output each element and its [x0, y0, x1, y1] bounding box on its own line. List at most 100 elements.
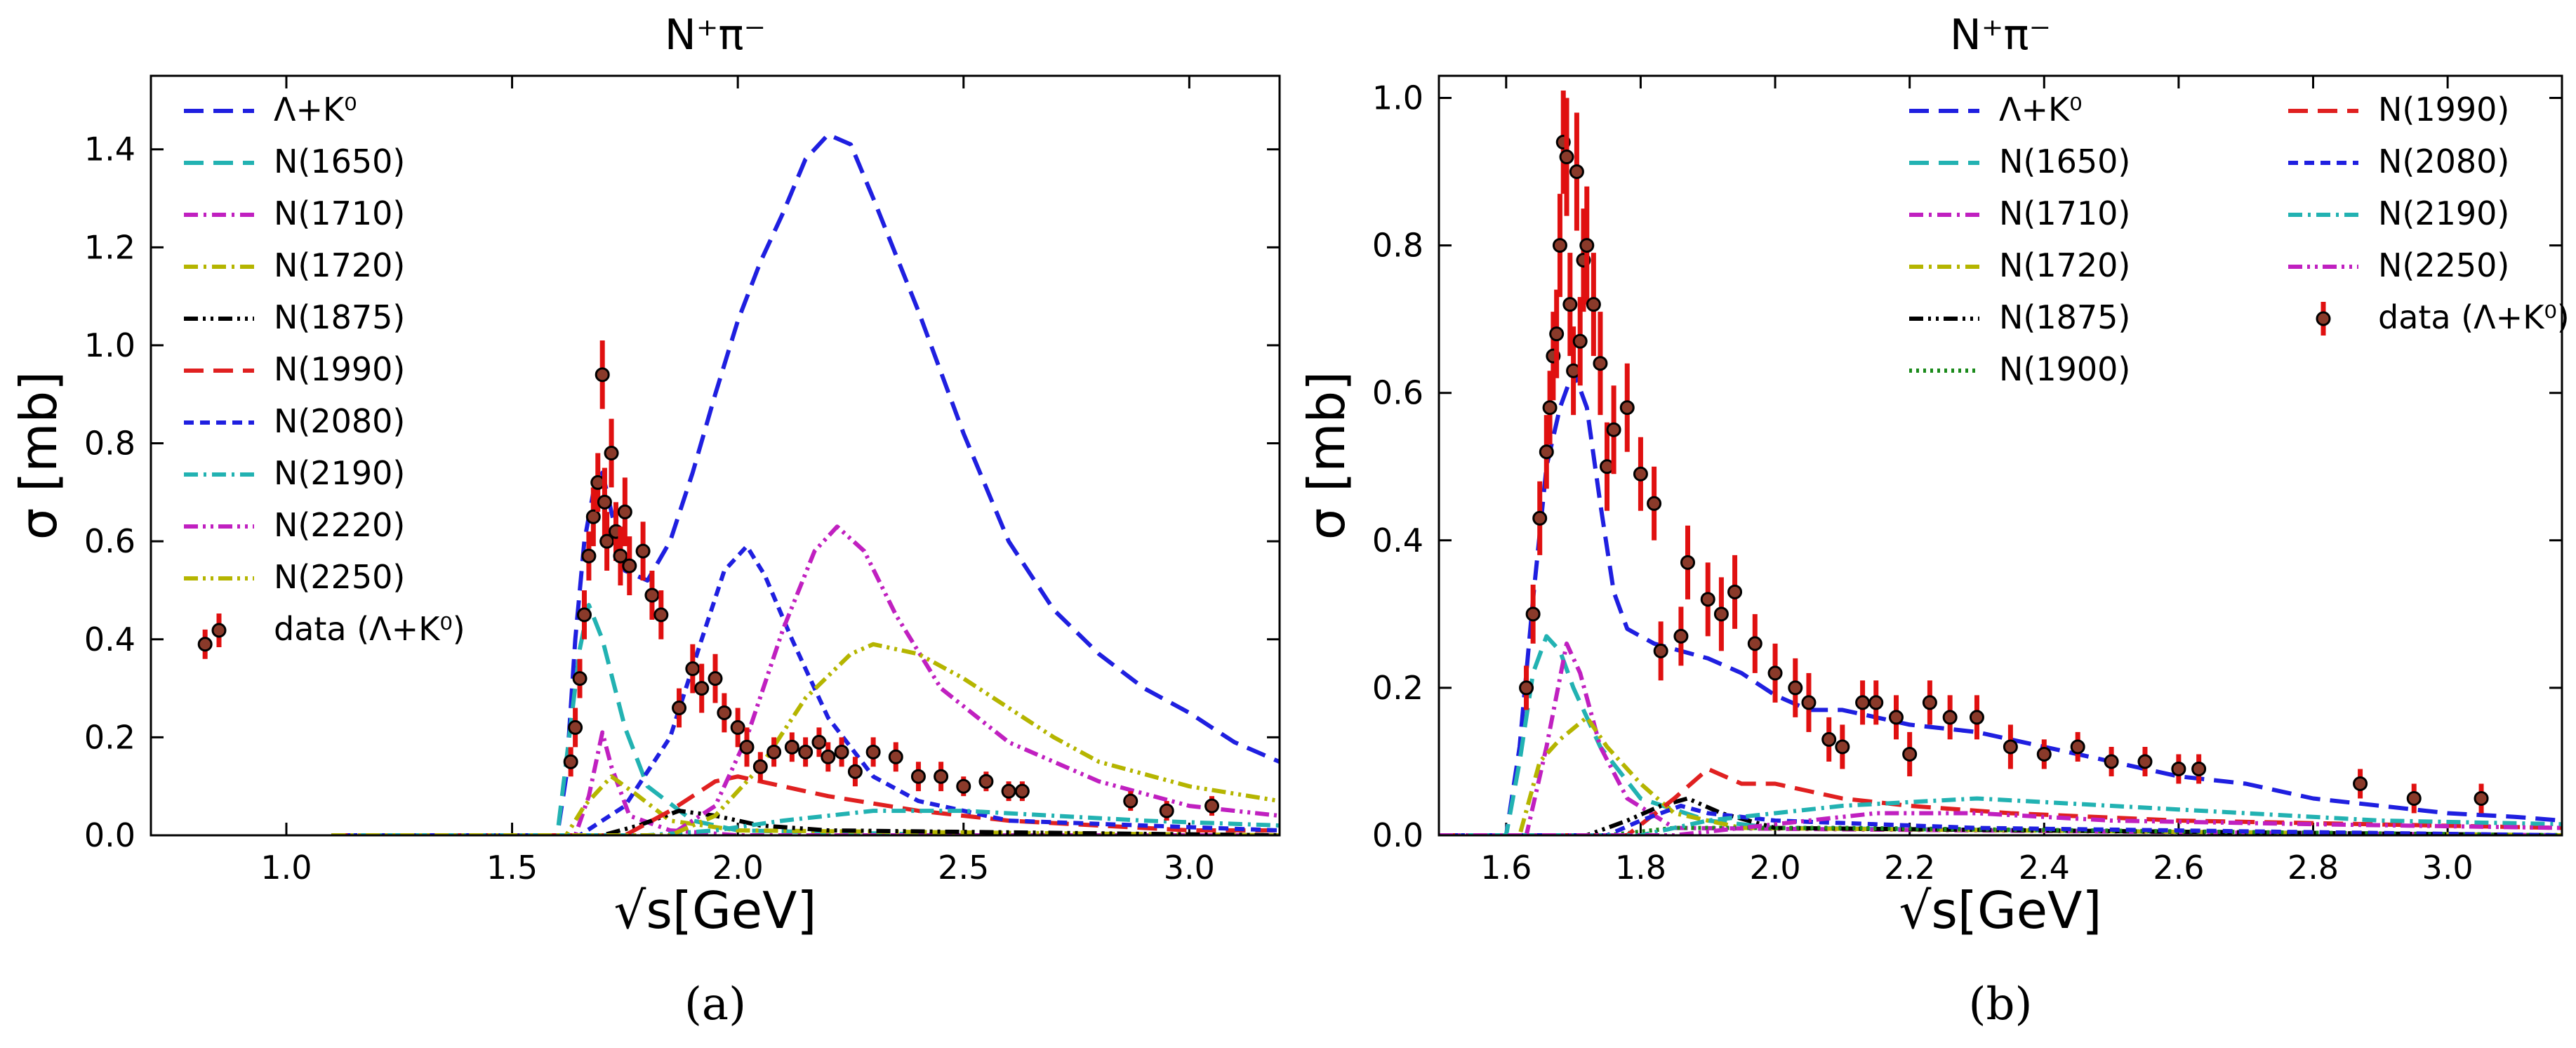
- series-line: [1439, 804, 2562, 835]
- data-point: [1835, 739, 1850, 755]
- legend-label: Λ+K⁰: [1999, 91, 2083, 128]
- data-point: [798, 744, 814, 760]
- data-point: [1539, 444, 1554, 460]
- y-tick-label: 0.2: [1372, 669, 1423, 707]
- x-tick-label: 2.0: [1749, 849, 1800, 887]
- series-line: [331, 602, 1280, 835]
- data-point: [1942, 710, 1958, 725]
- y-tick-label: 0.0: [1372, 816, 1423, 854]
- legend-label: N(2250): [274, 558, 405, 596]
- legend-label: N(1710): [274, 194, 405, 232]
- data-point: [1680, 555, 1695, 570]
- data-point: [1572, 333, 1588, 349]
- legend-swatch-marker: [2316, 311, 2331, 326]
- legend-swatch-marker: [211, 623, 227, 638]
- data-point: [1673, 628, 1689, 644]
- data-point: [644, 588, 660, 603]
- series-line: [331, 642, 1280, 835]
- panel-b: N⁺π⁻ √s[GeV] σ [mb] (b) 1.6 1.8 2.0 2.2 2.4 2.6 2.…: [1297, 11, 2570, 1030]
- y-axis-label: σ [mb]: [1297, 371, 1356, 540]
- data-point: [2191, 761, 2207, 776]
- data-point: [1525, 606, 1541, 622]
- data-point: [581, 548, 597, 564]
- data-point: [708, 671, 723, 686]
- data-point: [1767, 665, 1783, 681]
- series-line: [1439, 369, 2562, 835]
- data-point: [1855, 695, 1871, 710]
- x-tick-label: 2.2: [1884, 849, 1935, 887]
- data-point: [978, 774, 994, 789]
- data-point: [1700, 592, 1715, 607]
- legend-label: Λ+K⁰: [274, 91, 357, 128]
- data-point: [595, 367, 610, 383]
- data-point: [1569, 164, 1584, 180]
- data-point: [672, 701, 687, 716]
- data-point: [1001, 783, 1016, 799]
- data-point: [811, 734, 827, 750]
- data-point: [599, 533, 615, 549]
- data-point: [1868, 695, 1884, 710]
- data-point: [1559, 150, 1574, 165]
- data-point: [1579, 238, 1595, 253]
- data-point: [2070, 739, 2085, 755]
- data-point: [613, 548, 628, 564]
- x-tick-label: 2.0: [712, 849, 764, 887]
- data-point: [752, 759, 768, 774]
- x-tick-label: 2.8: [2288, 849, 2339, 887]
- y-tick-label: 0.8: [1372, 227, 1423, 265]
- data-point: [1788, 680, 1803, 696]
- x-tick-label: 1.5: [486, 849, 538, 887]
- legend-label: N(1990): [2378, 91, 2509, 128]
- series-line: [331, 774, 1280, 835]
- data-point: [585, 509, 601, 524]
- data-point: [2036, 746, 2052, 762]
- legend-label: N(1650): [274, 142, 405, 180]
- legend-label: N(2080): [274, 402, 405, 440]
- plot-area: [1439, 91, 2562, 835]
- y-tick-label: 0.2: [84, 718, 135, 756]
- data-point: [1562, 297, 1578, 312]
- data-point: [1552, 238, 1567, 253]
- data-point: [834, 744, 849, 760]
- y-tick-label: 1.4: [84, 131, 135, 168]
- data-point: [1549, 326, 1565, 342]
- data-point: [622, 558, 637, 573]
- data-point: [1633, 466, 1648, 482]
- plot-frame: [1438, 74, 2563, 837]
- data-point: [1713, 606, 1729, 622]
- data-point: [1821, 731, 1837, 747]
- y-tick-label: 1.2: [84, 228, 135, 266]
- x-tick-label: 2.5: [938, 849, 989, 887]
- legend-label: N(1875): [274, 298, 405, 336]
- legend-label: N(2250): [2378, 246, 2509, 284]
- data-point: [2353, 776, 2368, 791]
- x-tick-label: 1.8: [1615, 849, 1666, 887]
- data-point: [1902, 746, 1918, 762]
- data-point: [1123, 793, 1138, 809]
- series-line: [331, 730, 1280, 835]
- data-point: [2003, 739, 2018, 755]
- panel-label: (a): [684, 979, 746, 1030]
- series-line: [331, 544, 1280, 835]
- data-point: [563, 754, 578, 769]
- data-point: [572, 671, 587, 686]
- data-point: [635, 543, 651, 559]
- x-tick-label: 3.0: [2422, 849, 2474, 887]
- series-line: [1439, 825, 2562, 835]
- chart-title: N⁺π⁻: [1950, 11, 2051, 60]
- series-line: [331, 774, 1280, 835]
- data-point: [1532, 510, 1548, 526]
- data-point: [1747, 636, 1762, 651]
- data-point: [2406, 790, 2422, 806]
- data-point: [784, 739, 799, 755]
- data-point: [617, 504, 632, 519]
- x-tick-label: 2.4: [2019, 849, 2070, 887]
- data-point: [1801, 695, 1817, 710]
- x-tick-label: 3.0: [1164, 849, 1215, 887]
- data-point: [847, 764, 863, 779]
- data-point: [1606, 422, 1621, 437]
- legend-label: N(1650): [1999, 142, 2130, 180]
- data-point: [1159, 803, 1174, 818]
- data-point: [2171, 761, 2186, 776]
